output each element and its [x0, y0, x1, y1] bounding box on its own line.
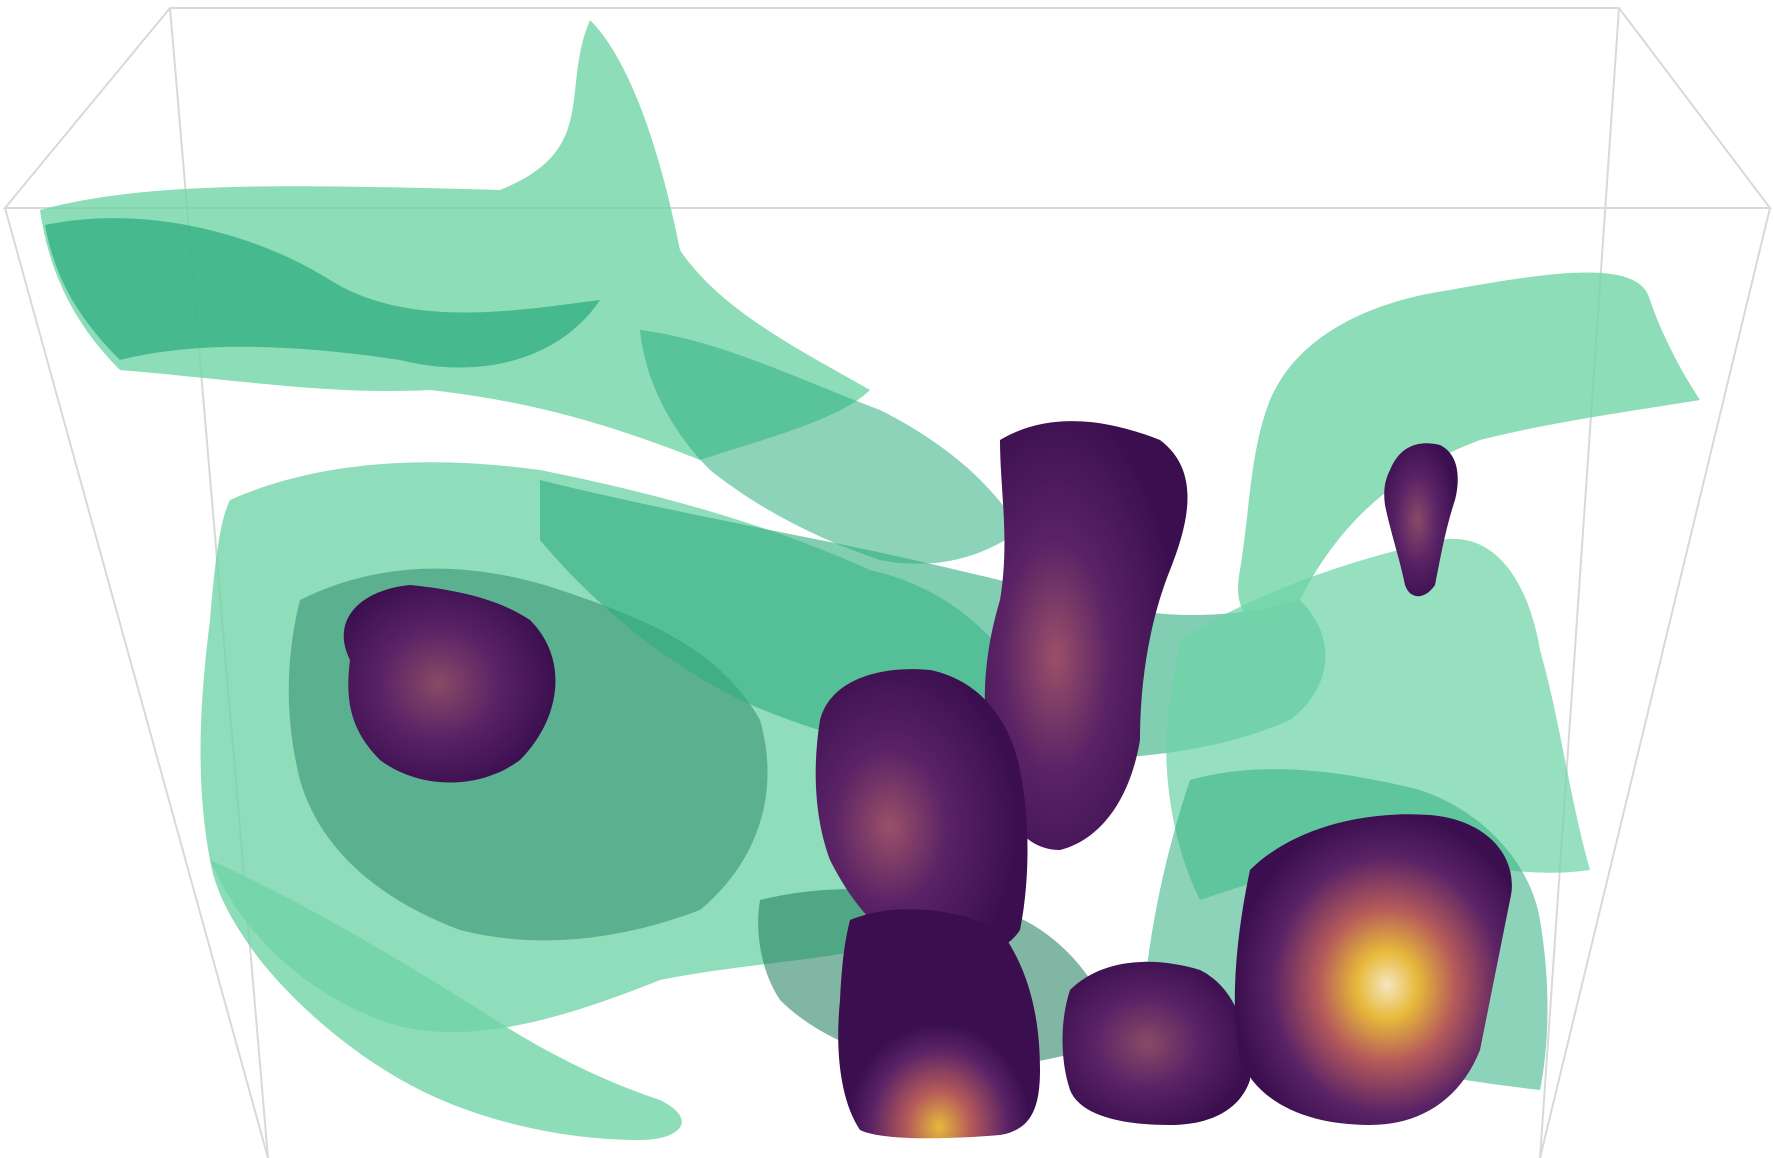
blob-left [343, 585, 556, 783]
sheet-top-middle [640, 330, 1020, 564]
blob-right-hot [1234, 814, 1512, 1125]
purple-isosurface-blobs [343, 421, 1512, 1139]
sheet-right-loop [1238, 272, 1700, 622]
blob-bottom-mid [1062, 961, 1250, 1125]
blob-tall-center [984, 421, 1188, 850]
sheet-top-left-fold [45, 218, 600, 368]
blob-bottom-center [838, 909, 1040, 1139]
sheet-bottom-left [210, 860, 682, 1140]
blob-small-teardrop [1384, 443, 1458, 597]
blob-center-left [815, 669, 1028, 956]
